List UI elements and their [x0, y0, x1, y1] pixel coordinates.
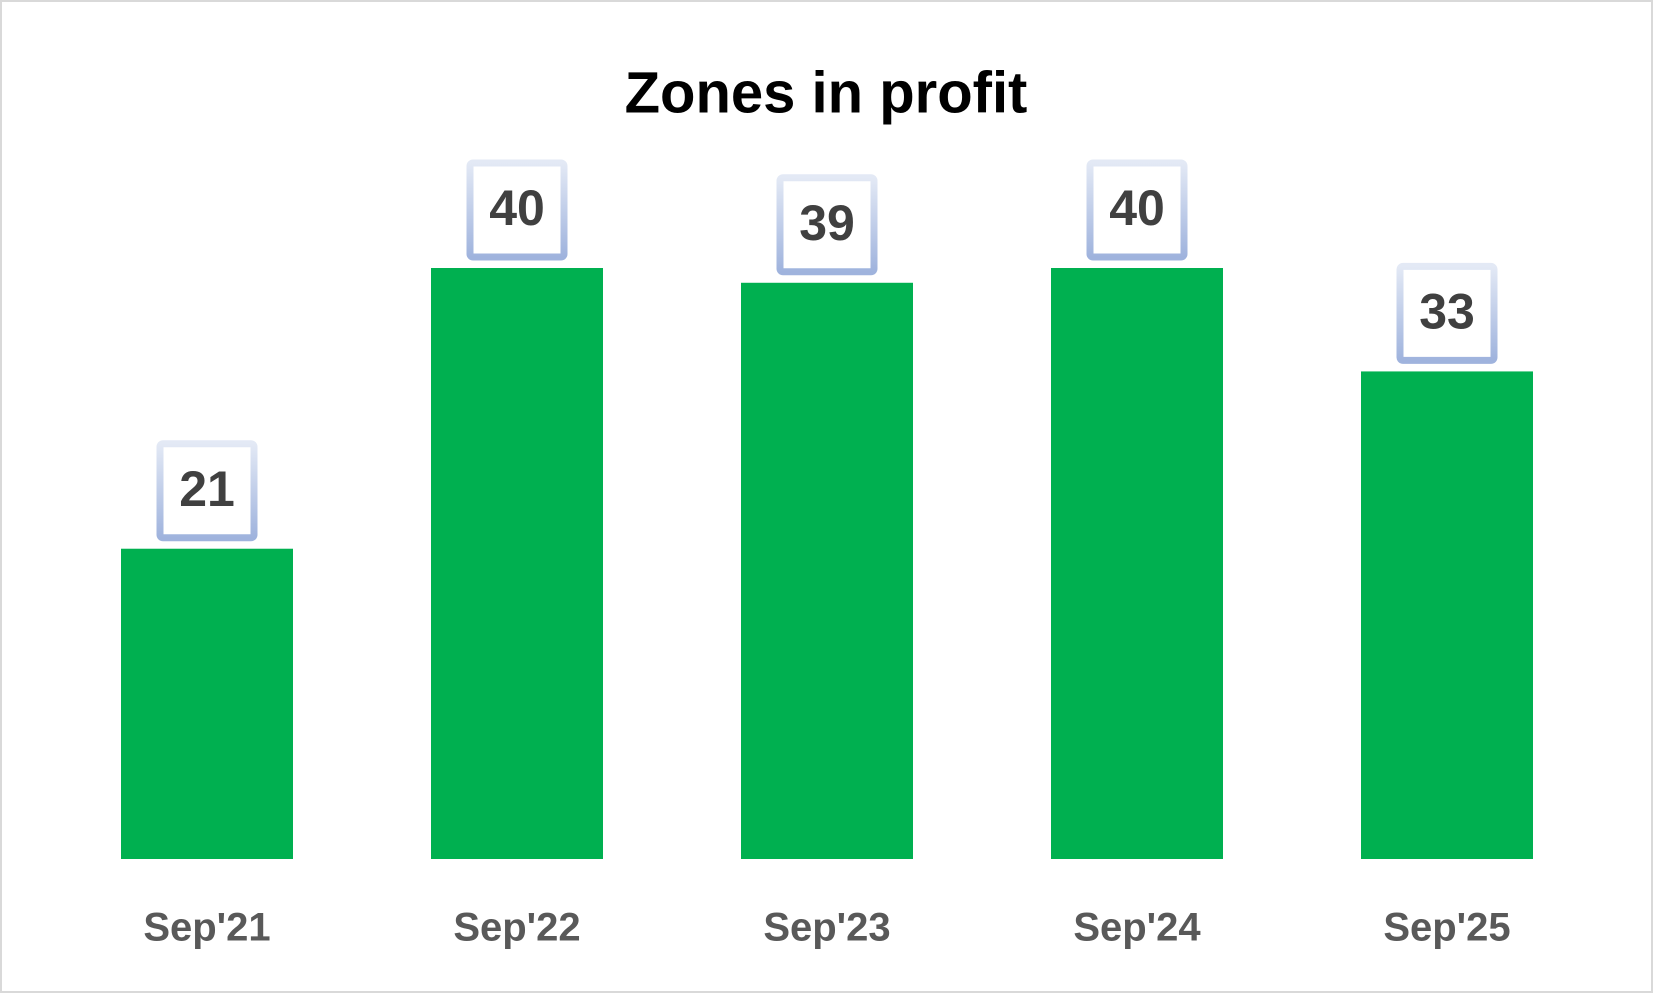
- data-label: 40: [1109, 180, 1165, 236]
- bar: [1361, 371, 1533, 859]
- data-label: 39: [799, 195, 855, 251]
- x-tick-label: Sep'23: [763, 906, 890, 950]
- data-label-box: [1086, 159, 1188, 261]
- bar: [431, 268, 603, 859]
- data-label: 21: [179, 461, 235, 517]
- data-label: 33: [1419, 284, 1475, 340]
- x-tick-label: Sep'21: [143, 906, 270, 950]
- data-label-box: [776, 174, 878, 276]
- data-label-box: [1396, 262, 1498, 364]
- bar: [1051, 268, 1223, 859]
- bar: [741, 282, 913, 859]
- data-label-box: [156, 440, 258, 542]
- x-tick-label: Sep'22: [453, 906, 580, 950]
- data-label: 40: [489, 180, 545, 236]
- data-label-box: [466, 159, 568, 261]
- chart-title: Zones in profit: [625, 60, 1028, 125]
- x-tick-label: Sep'25: [1383, 906, 1510, 950]
- x-tick-label: Sep'24: [1073, 906, 1201, 950]
- bar: [121, 548, 293, 859]
